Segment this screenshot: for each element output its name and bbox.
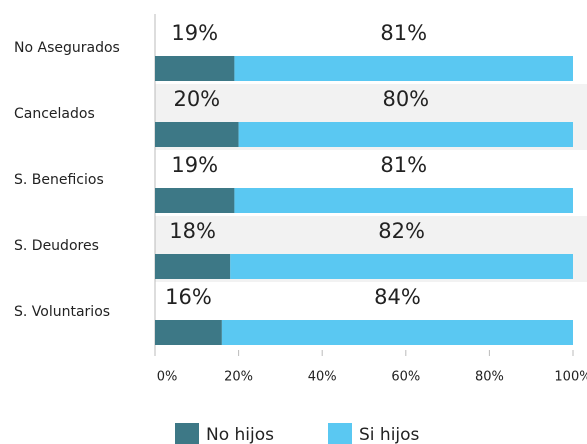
bar-segment: [221, 320, 573, 345]
value-label: 82%: [378, 219, 425, 243]
category-label: S. Beneficios: [14, 172, 104, 188]
value-label: 19%: [171, 21, 218, 45]
x-tick-label: 60%: [391, 370, 420, 385]
category-label: S. Voluntarios: [14, 304, 110, 320]
x-tick-label: 20%: [224, 370, 253, 385]
bar-segment: [155, 320, 222, 345]
legend-swatch: [175, 423, 199, 444]
legend-label: No hijos: [206, 425, 274, 444]
bar-segment: [230, 254, 574, 279]
category-label: No Asegurados: [14, 40, 120, 56]
value-label: 18%: [169, 219, 216, 243]
bar-segment: [155, 254, 231, 279]
x-tick-label: 0%: [157, 370, 178, 385]
value-label: 81%: [380, 21, 427, 45]
bar-segment: [155, 56, 235, 81]
bar-segment: [155, 122, 239, 147]
bar-segment: [155, 188, 235, 213]
value-label: 16%: [165, 285, 212, 309]
value-label: 81%: [380, 153, 427, 177]
bar-segment: [234, 56, 574, 81]
value-label: 80%: [382, 87, 429, 111]
legend-label: Si hijos: [359, 425, 420, 444]
bar-segment: [234, 188, 574, 213]
legend-swatch: [328, 423, 352, 444]
bar-segment: [238, 122, 573, 147]
x-tick-label: 40%: [308, 370, 337, 385]
x-tick-label: 80%: [475, 370, 504, 385]
value-label: 19%: [171, 153, 218, 177]
value-label: 84%: [374, 285, 421, 309]
category-label: S. Deudores: [14, 238, 99, 254]
value-label: 20%: [173, 87, 220, 111]
category-label: Cancelados: [14, 106, 95, 122]
x-tick-label: 100%: [554, 370, 587, 385]
